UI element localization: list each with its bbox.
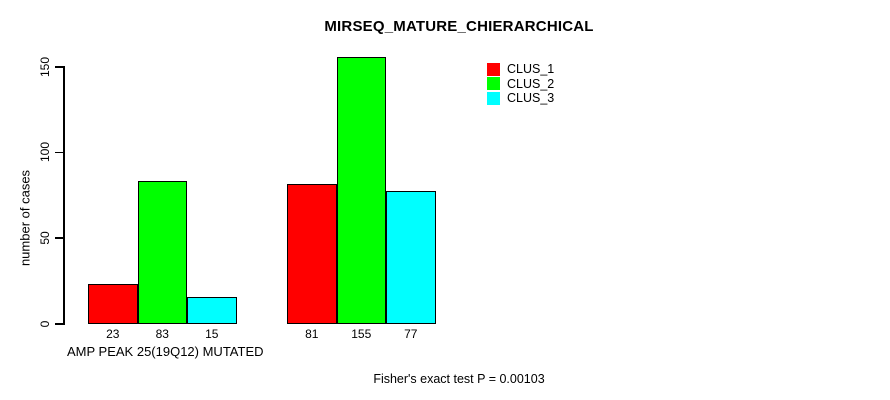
bar-value-label: 81 (305, 327, 319, 341)
y-axis-tick-label: 150 (38, 56, 52, 77)
y-axis-label: number of cases (17, 169, 33, 267)
legend-entry-clus_3: CLUS_3 (487, 91, 554, 106)
legend-label: CLUS_3 (507, 91, 555, 106)
legend: CLUS_1 CLUS_2 CLUS_3 (487, 62, 554, 106)
legend-entry-clus_2: CLUS_2 (487, 77, 554, 92)
y-axis-line (63, 66, 65, 325)
y-axis-tick (55, 151, 63, 154)
legend-label: CLUS_1 (507, 62, 555, 77)
chart-title: MIRSEQ_MATURE_CHIERARCHICAL (324, 18, 594, 35)
y-axis-tick-label: 50 (38, 231, 52, 245)
legend-entry-clus_1: CLUS_1 (487, 62, 554, 77)
bar-value-label: 83 (155, 327, 169, 341)
y-axis-tick (55, 323, 63, 325)
bar-value-label: 77 (404, 327, 418, 341)
legend-label: CLUS_2 (507, 76, 555, 91)
bar-clus_3-group1 (187, 297, 237, 325)
bar-value-label: 155 (351, 327, 372, 341)
y-axis-tick (55, 66, 63, 68)
legend-swatch-clus_2 (487, 77, 500, 91)
y-axis-tick-label: 0 (38, 320, 52, 328)
annotation-fisher-test: Fisher's exact test P = 0.00103 (373, 372, 545, 386)
y-axis-tick-label: 100 (38, 142, 52, 163)
bar-value-label: 15 (205, 327, 219, 341)
x-axis-label: AMP PEAK 25(19Q12) MUTATED (67, 344, 264, 359)
bar-clus_2-group1 (137, 180, 187, 325)
bar-clus_1-group2 (287, 184, 337, 325)
bar-clus_2-group2 (336, 57, 386, 325)
legend-swatch-clus_1 (487, 62, 500, 76)
bar-value-label: 23 (106, 327, 120, 341)
y-axis-tick (55, 237, 63, 239)
legend-swatch-clus_3 (487, 91, 500, 105)
bar-clus_3-group2 (386, 191, 436, 325)
bar-clus_1-group1 (88, 283, 138, 325)
